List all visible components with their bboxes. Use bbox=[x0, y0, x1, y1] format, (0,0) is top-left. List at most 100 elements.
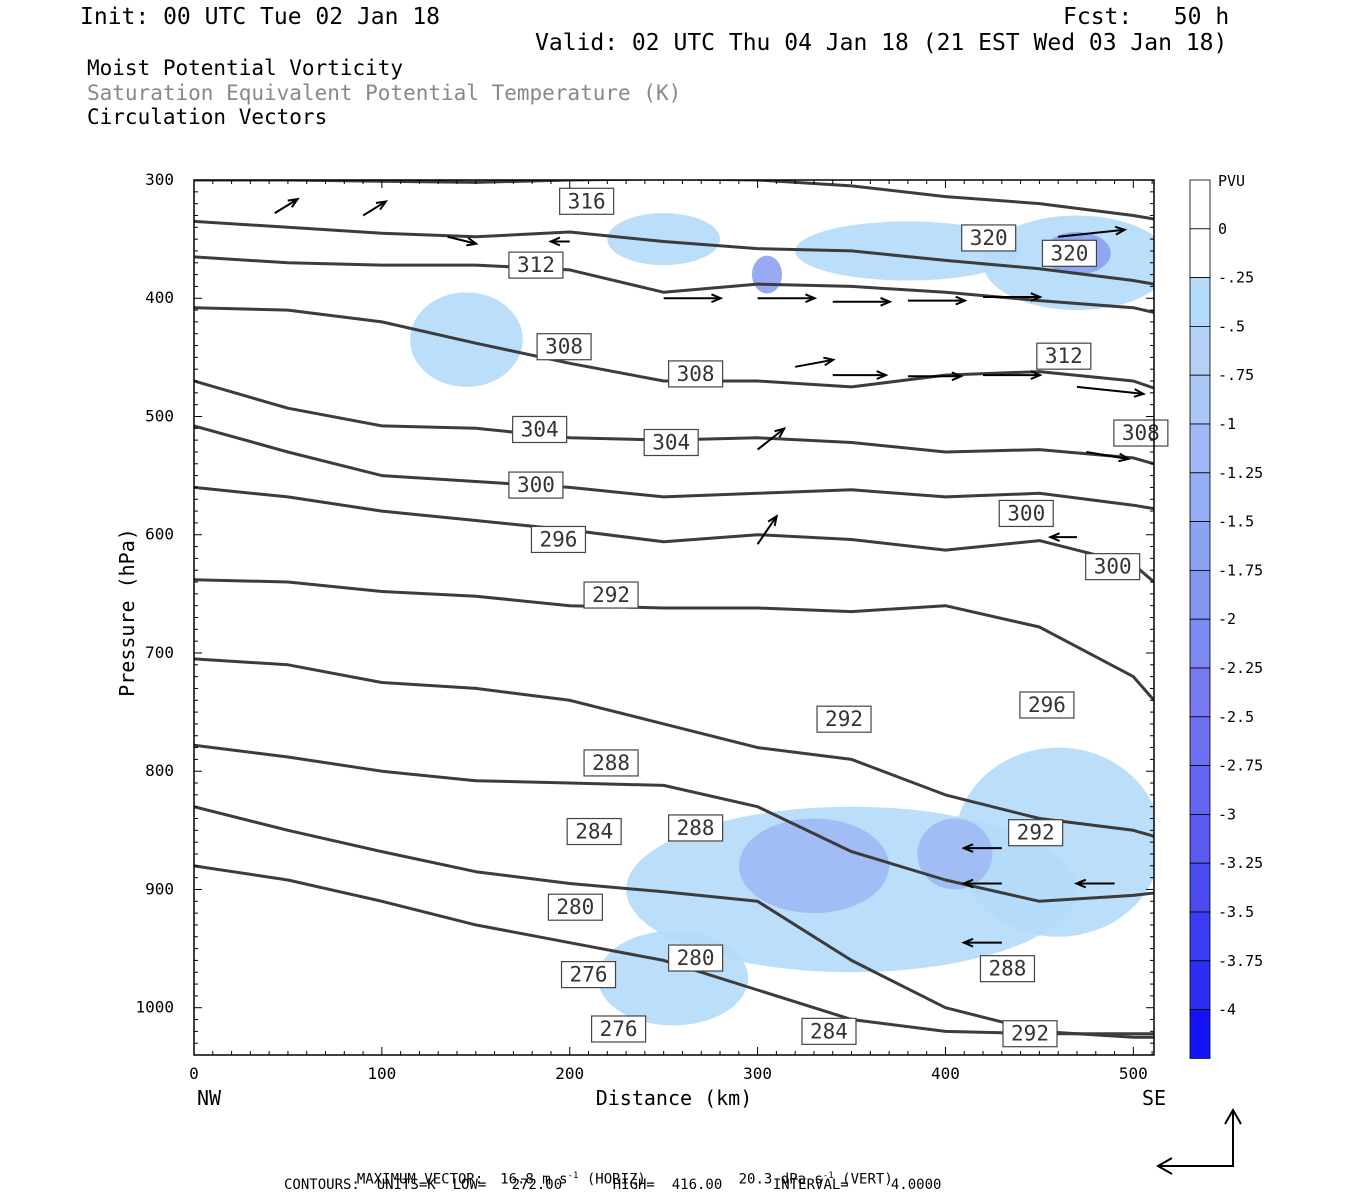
x-tick-label-0: 0 bbox=[189, 1064, 199, 1083]
svg-text:288: 288 bbox=[592, 751, 630, 775]
svg-text:312: 312 bbox=[1045, 344, 1083, 368]
x-tick-label-500: 500 bbox=[1119, 1064, 1148, 1083]
svg-text:280: 280 bbox=[677, 946, 715, 970]
circulation-vector-4 bbox=[663, 293, 724, 304]
colorbar-swatch-6 bbox=[1189, 472, 1211, 522]
theta-contour-line-1 bbox=[194, 219, 1154, 286]
contour-label-20: 292 bbox=[1008, 819, 1064, 847]
svg-text:308: 308 bbox=[545, 335, 583, 359]
svg-text:320: 320 bbox=[1050, 241, 1088, 265]
pv-region-10 bbox=[751, 255, 783, 294]
circulation-vector-17 bbox=[756, 514, 779, 545]
circulation-vector-16 bbox=[756, 427, 787, 451]
x-tick-label-400: 400 bbox=[931, 1064, 960, 1083]
init-time: Init: 00 UTC Tue 02 Jan 18 bbox=[80, 4, 441, 30]
contour-label-3: 308 bbox=[668, 360, 724, 388]
x-end-label-nw: NW bbox=[197, 1086, 222, 1110]
colorbar-label-8: -2 bbox=[1218, 610, 1236, 628]
contour-label-23: 288 bbox=[979, 955, 1036, 983]
colorbar-unit: PVU bbox=[1218, 172, 1245, 190]
contour-label-27: 292 bbox=[1002, 1020, 1058, 1048]
colorbar-label-3: -.75 bbox=[1218, 366, 1254, 384]
contour-label-24: 276 bbox=[560, 960, 617, 989]
circulation-vector-10 bbox=[832, 370, 889, 380]
svg-text:304: 304 bbox=[652, 431, 690, 455]
colorbar-swatch-14 bbox=[1189, 862, 1211, 913]
contour-label-5: 304 bbox=[643, 428, 699, 457]
colorbar-label-15: -3.75 bbox=[1218, 952, 1263, 970]
circulation-vectors bbox=[274, 197, 1147, 948]
x-tick-label-200: 200 bbox=[555, 1064, 584, 1083]
y-tick-label-600: 600 bbox=[145, 525, 174, 544]
contour-label-13: 300 bbox=[998, 499, 1054, 528]
colorbar-swatch-5 bbox=[1189, 423, 1211, 474]
circulation-vector-14 bbox=[1086, 450, 1131, 463]
svg-text:292: 292 bbox=[1011, 1022, 1049, 1046]
svg-text:276: 276 bbox=[600, 1017, 638, 1041]
circulation-vector-13 bbox=[1076, 385, 1147, 398]
pv-region-4 bbox=[607, 213, 721, 266]
colorbar-swatch-3 bbox=[1189, 325, 1211, 376]
y-tick-label-700: 700 bbox=[145, 643, 174, 662]
svg-text:300: 300 bbox=[1094, 555, 1132, 579]
svg-text:288: 288 bbox=[677, 816, 715, 840]
reference-vector-head-vert bbox=[1224, 1107, 1242, 1125]
contour-label-22: 280 bbox=[668, 944, 724, 972]
circulation-vector-7 bbox=[907, 295, 968, 306]
svg-text:284: 284 bbox=[575, 820, 613, 844]
colorbar-label-5: -1.25 bbox=[1218, 464, 1263, 482]
svg-text:292: 292 bbox=[592, 583, 630, 607]
max-vector-vert-tag: (VERT) bbox=[842, 1171, 893, 1188]
circulation-vector-5 bbox=[757, 293, 818, 304]
field-title-thetae: Saturation Equivalent Potential Temperat… bbox=[87, 81, 682, 105]
circulation-vector-3 bbox=[548, 236, 570, 247]
colorbar-swatch-7 bbox=[1189, 521, 1211, 571]
theta-contour-line-7 bbox=[194, 578, 1154, 702]
contour-label-19: 284 bbox=[566, 817, 622, 846]
forecast-hour: Fcst: 50 h bbox=[1063, 4, 1230, 30]
contour-label-10: 320 bbox=[1041, 239, 1098, 267]
contour-label-8: 292 bbox=[583, 581, 639, 609]
max-vector-horiz: MAXIMUM VECTOR: 16.8 m s bbox=[356, 1171, 568, 1188]
reference-vector-head-horiz bbox=[1155, 1157, 1173, 1175]
colorbar-label-2: -.5 bbox=[1218, 317, 1245, 335]
x-tick-label-100: 100 bbox=[367, 1064, 396, 1083]
contour-label-4: 304 bbox=[512, 415, 568, 444]
field-title-vectors: Circulation Vectors bbox=[87, 105, 328, 129]
colorbar-swatch-11 bbox=[1189, 716, 1211, 766]
theta-contour-line-4 bbox=[194, 379, 1154, 466]
colorbar-label-4: -1 bbox=[1218, 415, 1236, 433]
y-tick-label-800: 800 bbox=[145, 761, 174, 780]
contour-label-16: 292 bbox=[816, 705, 872, 733]
colorbar-swatch-1 bbox=[1189, 228, 1211, 279]
contour-label-7: 296 bbox=[530, 525, 587, 554]
x-end-label-se: SE bbox=[1142, 1086, 1166, 1110]
colorbar-swatch-16 bbox=[1189, 960, 1211, 1010]
pv-region-7 bbox=[738, 818, 890, 914]
colorbar-label-11: -2.75 bbox=[1218, 757, 1263, 775]
theta-contour-line-9 bbox=[194, 743, 1154, 903]
valid-time: Valid: 02 UTC Thu 04 Jan 18 (21 EST Wed … bbox=[535, 30, 1228, 56]
contour-label-17: 288 bbox=[583, 749, 639, 777]
theta-contour-line-0 bbox=[194, 180, 1154, 221]
circulation-vector-19 bbox=[961, 843, 1002, 853]
svg-text:296: 296 bbox=[539, 527, 577, 551]
colorbar-label-6: -1.5 bbox=[1218, 513, 1254, 531]
contour-label-11: 312 bbox=[1036, 342, 1092, 370]
svg-text:296: 296 bbox=[1028, 693, 1066, 717]
colorbar-label-1: -.25 bbox=[1218, 269, 1254, 287]
y-axis-label: Pressure (hPa) bbox=[115, 528, 139, 697]
exp-vert: -1 bbox=[822, 1171, 834, 1181]
x-axis-label: Distance (km) bbox=[596, 1086, 753, 1110]
circulation-vector-22 bbox=[1073, 878, 1115, 889]
contour-label-14: 300 bbox=[1085, 553, 1141, 581]
colorbar-swatch-13 bbox=[1189, 814, 1211, 864]
contour-label-12: 308 bbox=[1113, 419, 1169, 447]
svg-text:320: 320 bbox=[970, 226, 1008, 250]
svg-text:300: 300 bbox=[517, 473, 555, 497]
contour-label-15: 296 bbox=[1019, 691, 1075, 719]
contour-label-25: 276 bbox=[590, 1015, 647, 1043]
svg-text:288: 288 bbox=[988, 957, 1026, 981]
svg-text:308: 308 bbox=[677, 362, 715, 386]
